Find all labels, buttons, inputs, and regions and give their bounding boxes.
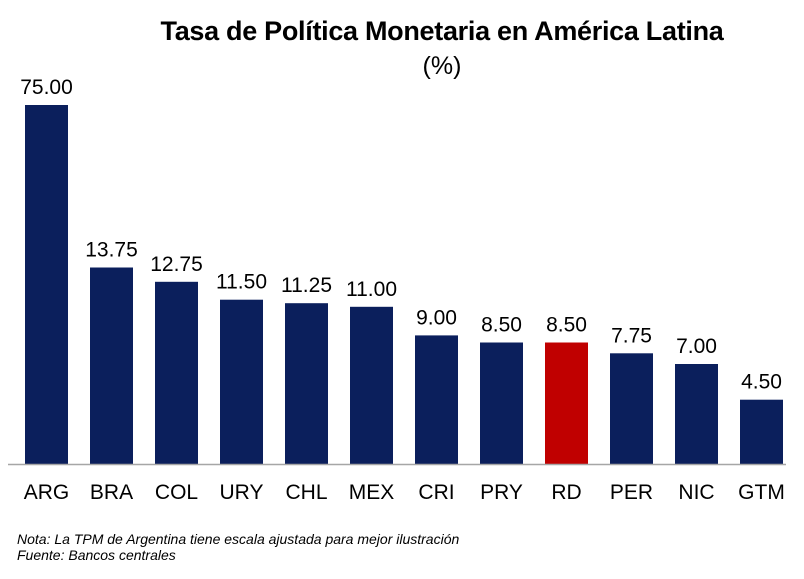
bar-cri [415,335,458,464]
category-label-mex: MEX [349,481,395,504]
category-label-per: PER [610,481,653,504]
bar-pry [480,342,523,464]
bars-group [25,105,783,464]
bar-chl [285,303,328,464]
category-label-col: COL [155,481,198,504]
value-label-bra: 13.75 [85,239,138,262]
category-label-rd: RD [551,481,581,504]
value-label-gtm: 4.50 [741,371,782,394]
value-label-nic: 7.00 [676,335,717,358]
category-label-pry: PRY [480,481,523,504]
value-label-per: 7.75 [611,324,652,347]
value-label-chl: 11.25 [281,274,332,297]
chart-subtitle: (%) [422,52,462,80]
category-label-cri: CRI [418,481,454,504]
category-labels-group: ARG BRA COL URY CHL MEX CRI PRY RD PER NIC GTM [24,481,785,504]
chart-note: Nota: La TPM de Argentina tiene escala a… [17,531,460,547]
value-label-arg: 75.00 [20,76,73,99]
bar-per [610,353,653,464]
bar-col [155,281,198,464]
category-label-nic: NIC [678,481,714,504]
category-label-gtm: GTM [738,481,785,504]
chart-source: Fuente: Bancos centrales [17,547,176,563]
bar-ury [220,299,263,464]
category-label-ury: URY [220,481,264,504]
value-labels-group: 75.00 13.75 12.75 11.50 11.25 11.00 9.00 8.50 8.… [20,76,782,394]
chart-title: Tasa de Política Monetaria en América La… [160,16,724,46]
value-label-rd: 8.50 [546,314,587,337]
value-label-col: 12.75 [150,253,203,276]
value-label-cri: 9.00 [416,306,457,329]
category-label-bra: BRA [90,481,133,504]
bar-gtm [740,399,783,464]
value-label-mex: 11.00 [346,278,397,301]
bar-rd [545,342,588,464]
bar-arg [25,105,68,464]
value-label-pry: 8.50 [481,314,522,337]
bar-mex [350,306,393,464]
value-label-ury: 11.50 [216,271,267,294]
bar-bra [90,267,133,464]
bar-nic [675,364,718,464]
category-label-chl: CHL [285,481,327,504]
category-label-arg: ARG [24,481,70,504]
